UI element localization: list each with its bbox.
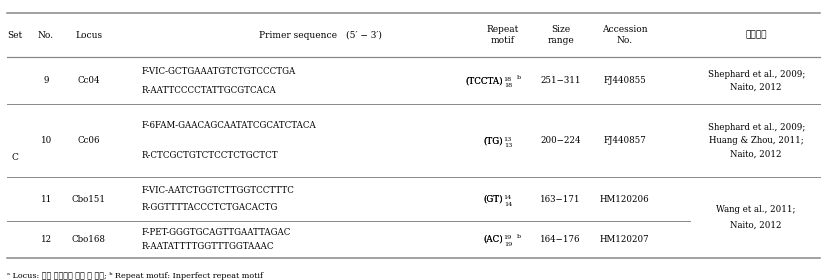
- Text: R-AATATTTTGGTTTGGTAAAC: R-AATATTTTGGTTTGGTAAAC: [141, 242, 274, 251]
- Text: b: b: [517, 234, 521, 239]
- Text: Set: Set: [7, 31, 22, 39]
- Text: F-VIC-GCTGAAATGTCTGTCCCTGA: F-VIC-GCTGAAATGTCTGTCCCTGA: [141, 67, 296, 76]
- Text: 9: 9: [44, 76, 48, 85]
- Text: HM120206: HM120206: [600, 195, 649, 204]
- Text: (AC): (AC): [483, 235, 503, 244]
- Text: R-AATTCCCCTATTGCGTCACA: R-AATTCCCCTATTGCGTCACA: [141, 86, 276, 95]
- Text: 13: 13: [504, 143, 512, 148]
- Text: R-GGTTTTACCCTCTGACACTG: R-GGTTTTACCCTCTGACACTG: [141, 204, 278, 213]
- Text: (TCCTA): (TCCTA): [465, 76, 503, 85]
- Text: HM120207: HM120207: [600, 235, 649, 244]
- Text: FJ440855: FJ440855: [603, 76, 646, 85]
- Text: (TG): (TG): [483, 136, 503, 145]
- Text: 18: 18: [504, 83, 512, 88]
- Text: Cc06: Cc06: [77, 136, 100, 145]
- Text: 200−224: 200−224: [540, 136, 581, 145]
- Text: 10: 10: [40, 136, 52, 145]
- Text: 12: 12: [40, 235, 52, 244]
- Text: Huang & Zhou, 2011;: Huang & Zhou, 2011;: [709, 136, 804, 145]
- Text: Naito, 2012: Naito, 2012: [731, 83, 782, 92]
- Text: 251−311: 251−311: [540, 76, 581, 85]
- Text: ᵃ Locus: 최종 분석에서 제외 된 마커; ᵇ Repeat motif: Inperfect repeat motif: ᵃ Locus: 최종 분석에서 제외 된 마커; ᵇ Repeat motif…: [7, 272, 262, 280]
- Text: Primer sequence  (5′ − 3′): Primer sequence (5′ − 3′): [259, 31, 382, 39]
- Text: Size
range: Size range: [547, 25, 574, 45]
- Text: Cc04: Cc04: [77, 76, 100, 85]
- Text: Naito, 2012: Naito, 2012: [731, 150, 782, 158]
- Text: (TG): (TG): [483, 136, 503, 145]
- Text: (TCCTA): (TCCTA): [465, 76, 503, 85]
- Text: 14: 14: [503, 195, 511, 200]
- Text: 18: 18: [503, 77, 511, 82]
- Text: Repeat
motif: Repeat motif: [487, 25, 520, 45]
- Text: 164−176: 164−176: [540, 235, 581, 244]
- Text: (GT): (GT): [483, 195, 503, 204]
- Text: 11: 11: [40, 195, 52, 204]
- Text: Cbo151: Cbo151: [72, 195, 106, 204]
- Text: 163−171: 163−171: [540, 195, 581, 204]
- Text: F-VIC-AATCTGGTCTTGGTCCTTTC: F-VIC-AATCTGGTCTTGGTCCTTTC: [141, 186, 294, 195]
- Text: (AC): (AC): [483, 235, 503, 244]
- Text: Shephard et al., 2009;: Shephard et al., 2009;: [708, 69, 805, 79]
- Text: 19: 19: [503, 235, 511, 241]
- Text: Shephard et al., 2009;: Shephard et al., 2009;: [708, 123, 805, 132]
- Text: 14: 14: [504, 202, 512, 207]
- Text: C: C: [12, 153, 18, 162]
- Text: Wang et al., 2011;: Wang et al., 2011;: [717, 205, 796, 214]
- Text: Cbo168: Cbo168: [72, 235, 106, 244]
- Text: 13: 13: [503, 137, 511, 142]
- Text: Locus: Locus: [76, 31, 102, 39]
- Text: 19: 19: [504, 242, 512, 247]
- Text: F-PET-GGGTGCAGTTGAATTAGAC: F-PET-GGGTGCAGTTGAATTAGAC: [141, 228, 291, 237]
- Text: Naito, 2012: Naito, 2012: [731, 220, 782, 230]
- Text: No.: No.: [38, 31, 54, 39]
- Text: (GT): (GT): [483, 195, 503, 204]
- Text: R-CTCGCTGTCTCCTCTGCTCT: R-CTCGCTGTCTCCTCTGCTCT: [141, 151, 278, 160]
- Text: b: b: [517, 75, 521, 80]
- Text: 참고문헌: 참고문헌: [746, 31, 767, 39]
- Text: Accession
No.: Accession No.: [602, 25, 648, 45]
- Text: F-6FAM-GAACAGCAATATCGCATCTACA: F-6FAM-GAACAGCAATATCGCATCTACA: [141, 122, 316, 130]
- Text: FJ440857: FJ440857: [603, 136, 646, 145]
